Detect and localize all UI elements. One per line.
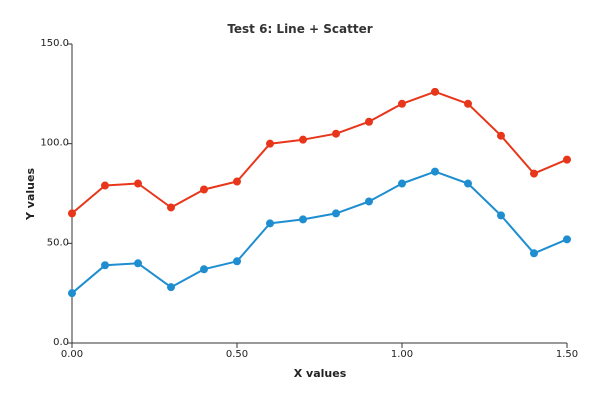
x-tick-label: 0.00 [61,349,83,360]
series-1-point [497,131,505,140]
series-2-point [398,179,406,188]
series-1-point [134,179,142,188]
series-1-point [464,99,472,108]
x-tick-label: 0.50 [226,349,248,360]
series-2-point [134,259,142,268]
axes: 0.0 50.0 100.0 150.0 0.00 0.50 1.00 1.50 [40,38,578,360]
series-1-point [332,129,340,138]
series-layer [68,87,571,298]
y-tick-label: 50.0 [47,237,69,248]
x-axis-label: X values [294,367,347,380]
series-2-point [563,235,571,244]
chart-title: Test 6: Line + Scatter [227,22,372,36]
x-tick-label: 1.00 [391,349,413,360]
series-1-point [299,135,307,144]
series-1-point [398,99,406,108]
series-2-point [497,211,505,220]
series-2-point [299,215,307,224]
y-tick-label: 150.0 [40,38,69,49]
series-1-point [101,181,109,190]
y-tick-label: 100.0 [40,138,69,149]
series-2-point [431,167,439,176]
series-2-point [233,257,241,266]
series-1-point [167,203,175,212]
series-1-line [71,90,568,215]
series-1-point [233,177,241,186]
series-2-point [365,197,373,206]
series-2-point [332,209,340,218]
series-1-point [365,117,373,126]
y-axis-label: Y values [24,168,37,221]
series-2-point [464,179,472,188]
series-2-line [71,170,568,294]
series-2-point [200,265,208,274]
series-2-point [101,261,109,270]
series-1-point [563,155,571,164]
series-1-point [266,139,274,148]
y-tick-label: 0.0 [53,337,69,348]
series-1-point [68,209,76,218]
series-2-point [266,219,274,228]
series-2-point [167,283,175,292]
series-2-point [530,249,538,258]
series-1-point [530,169,538,178]
series-2-point [68,289,76,298]
series-1-point [431,87,439,96]
x-tick-label: 1.50 [556,349,578,360]
series-1-point [200,185,208,194]
